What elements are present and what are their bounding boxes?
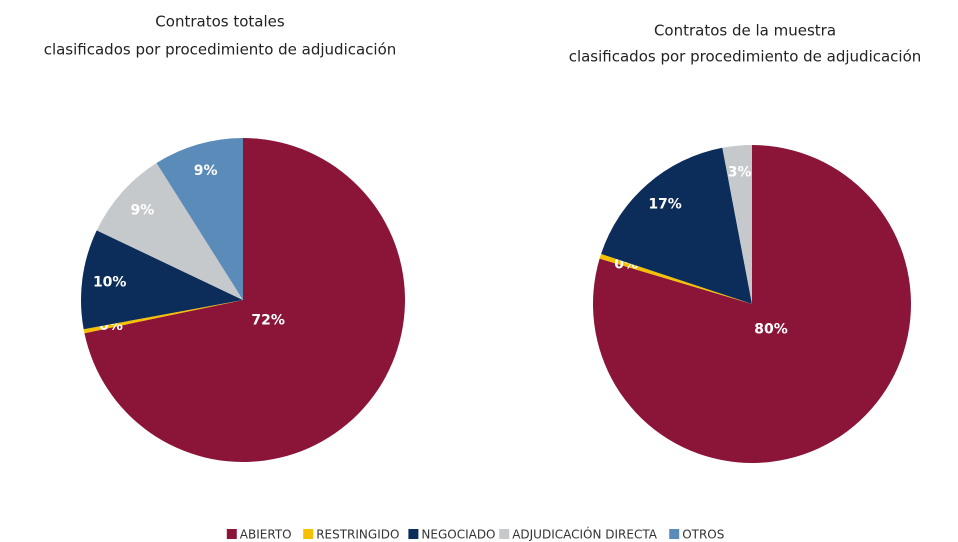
pie-slice — [722, 145, 752, 304]
pie-slice — [83, 300, 243, 334]
legend-swatch — [669, 529, 680, 539]
legend-label: RESTRINGIDO — [316, 528, 399, 542]
legend-swatch — [408, 529, 419, 539]
chart-title: Contratos totales — [155, 13, 285, 31]
chart-subtitle: clasificados por procedimiento de adjudi… — [44, 41, 397, 59]
pie-slice — [601, 147, 752, 304]
pie-slice — [599, 253, 752, 304]
legend-swatch — [226, 529, 237, 539]
slice-label: 80% — [754, 321, 788, 337]
slice-label: 72% — [251, 312, 285, 328]
pie-slice — [84, 138, 406, 463]
pie-slice — [96, 163, 243, 300]
legend-swatch — [499, 529, 510, 539]
legend-label: ADJUDICACIÓN DIRECTA — [512, 527, 658, 542]
slice-label: 9% — [194, 163, 218, 179]
legend-label: NEGOCIADO — [421, 528, 495, 542]
legend-label: ABIERTO — [240, 528, 292, 542]
slice-label: 9% — [131, 203, 155, 219]
pie-slice — [156, 138, 243, 300]
pie-slice — [81, 230, 243, 330]
chart-title: Contratos de la muestra — [654, 22, 836, 40]
slice-label: 10% — [93, 274, 127, 290]
slice-label: 3% — [728, 165, 752, 181]
legend-label: OTROS — [682, 528, 724, 542]
slice-label: 17% — [648, 197, 682, 213]
legend-swatch — [303, 529, 314, 539]
chart-subtitle: clasificados por procedimiento de adjudi… — [569, 48, 922, 66]
